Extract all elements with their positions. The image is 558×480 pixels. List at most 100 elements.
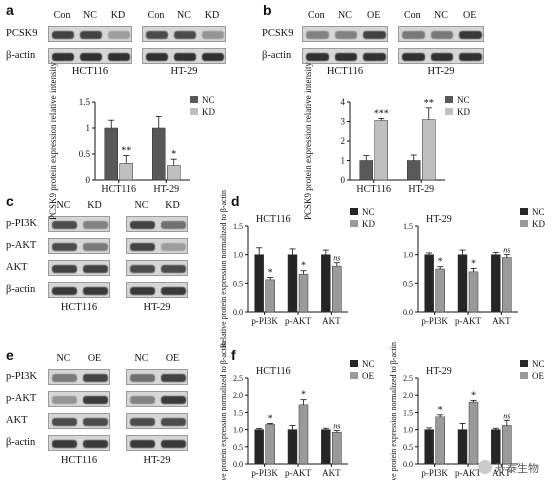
protein-band	[146, 31, 168, 39]
bar	[332, 265, 342, 313]
blot-row-label: p-AKT	[6, 393, 37, 404]
bar	[435, 416, 445, 465]
watermark-text: 开泰生物	[495, 462, 539, 475]
protein-band	[52, 374, 77, 382]
bar	[457, 254, 468, 313]
legend-label: KD	[362, 219, 375, 229]
category-label: HCT116	[356, 184, 391, 195]
lane-label: NC	[338, 10, 352, 21]
category-label: HT-29	[408, 184, 434, 195]
legend-swatch	[445, 96, 453, 103]
blot-strip	[126, 238, 188, 254]
blot-row-label: p-PI3K	[6, 371, 37, 382]
legend-label: KD	[457, 107, 470, 117]
bar	[457, 429, 468, 465]
significance-label: ns	[503, 246, 510, 255]
protein-band	[83, 418, 108, 426]
category-label: p-AKT	[285, 316, 311, 326]
y-tick-label: 0.0	[403, 460, 413, 469]
bar	[407, 160, 421, 181]
panel-letter-d: d	[231, 193, 240, 209]
protein-band	[363, 53, 386, 61]
blot-row-label: AKT	[6, 262, 28, 273]
category-label: AKT	[492, 468, 511, 478]
protein-band	[402, 53, 425, 61]
blot-row-label: PCSK9	[6, 28, 38, 39]
legend-label: NC	[202, 95, 215, 105]
protein-band	[130, 221, 155, 229]
significance-label: ns	[503, 411, 510, 420]
category-label: p-PI3K	[421, 316, 448, 326]
y-tick-label: 0.5	[403, 443, 413, 452]
legend-swatch	[350, 360, 358, 367]
significance-label: **	[424, 98, 434, 109]
blot-row-label: AKT	[6, 415, 28, 426]
legend-label: OE	[362, 371, 374, 381]
protein-band	[130, 418, 155, 426]
y-tick-label: 1.5	[233, 408, 243, 417]
bar	[321, 254, 331, 313]
protein-band	[363, 31, 386, 39]
bar	[298, 404, 309, 465]
protein-band	[306, 53, 329, 61]
panel-letter-a: a	[6, 2, 14, 18]
y-tick-label: 0.5	[233, 279, 243, 288]
category-label: p-AKT	[455, 468, 481, 478]
cell-line-label: HT-29	[427, 66, 455, 77]
lane-label: KD	[110, 10, 126, 21]
y-axis-label: Relative protein expression normalized t…	[389, 342, 398, 480]
blot-row-label: p-AKT	[6, 240, 37, 251]
lane-label: NC	[83, 10, 97, 21]
bar	[321, 429, 331, 465]
protein-band	[130, 374, 155, 382]
y-tick-label: 1.0	[403, 426, 413, 435]
y-tick-label: 1.0	[403, 251, 413, 260]
chart-panel-d-ht29: 0.0 0.5 1.0 1.5 HT-29 p-PI3K * p-AKT * AKT ns NC KD	[403, 207, 545, 326]
blot-strip	[48, 216, 110, 232]
y-tick-label: 0.5	[403, 279, 413, 288]
bar	[287, 254, 298, 313]
panel-letter-f: f	[231, 347, 236, 363]
y-tick-label: 2.0	[403, 391, 413, 400]
bar	[422, 119, 436, 181]
y-tick-label: 1.5	[403, 408, 413, 417]
blot-strip	[126, 260, 188, 276]
chart-panel-a: 0 0.5 1 1.5 PCSK9 protein expression relativ…	[48, 62, 215, 220]
y-tick-label: 0.5	[233, 443, 243, 452]
bar	[491, 429, 501, 465]
protein-band	[202, 53, 224, 61]
bar	[424, 254, 434, 313]
legend-label: NC	[362, 207, 375, 217]
legend-swatch	[190, 96, 198, 103]
category-label: AKT	[492, 316, 511, 326]
lane-label: Con	[53, 10, 71, 21]
bar	[254, 429, 264, 465]
protein-band	[52, 265, 77, 273]
y-tick-label: 0.0	[233, 460, 243, 469]
protein-band	[161, 243, 186, 251]
bar	[167, 165, 181, 181]
protein-band	[52, 287, 77, 295]
blot-strip	[48, 369, 110, 385]
legend-label: OE	[532, 371, 544, 381]
protein-band	[334, 31, 358, 39]
lane-label: KD	[165, 200, 180, 211]
y-tick-label: 0	[86, 175, 91, 185]
blot-strip	[126, 413, 188, 429]
significance-label: ***	[374, 109, 389, 120]
bar	[435, 268, 445, 313]
protein-band	[83, 287, 108, 295]
protein-band	[130, 440, 155, 448]
y-tick-label: 0.0	[233, 308, 243, 317]
blot-row-label: β-actin	[262, 50, 292, 61]
cell-line-label: HCT116	[60, 302, 98, 313]
bar	[298, 273, 309, 313]
significance-label: *	[268, 413, 273, 424]
protein-band	[334, 53, 358, 61]
y-tick-label: 1.5	[233, 222, 243, 231]
protein-band	[80, 53, 102, 61]
blot-row-label: β-actin	[6, 284, 36, 295]
y-tick-label: 0.5	[79, 149, 91, 159]
protein-band	[430, 31, 454, 39]
chart-panel-f-ht29: 0.0 0.5 1.0 1.5 2.0 2.5 Relative protein expre…	[389, 342, 545, 480]
